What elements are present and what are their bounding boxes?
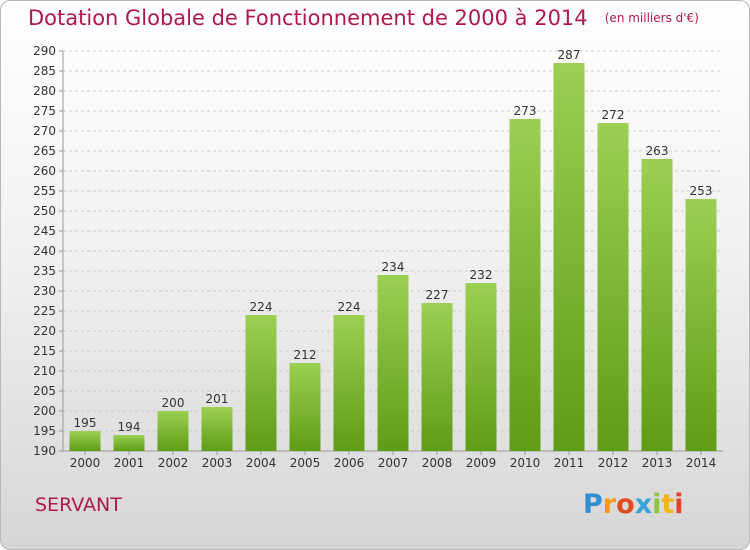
x-tick-label: 2008 [422, 456, 453, 470]
x-tick-label: 2001 [114, 456, 145, 470]
chart-title: Dotation Globale de Fonctionnement de 20… [28, 6, 588, 30]
logo-letter: o [616, 489, 635, 520]
y-tick-label: 250 [33, 204, 56, 218]
bar [509, 119, 541, 451]
bar [333, 315, 365, 451]
data-label: 200 [162, 396, 185, 410]
bar [113, 435, 145, 451]
y-tick-label: 190 [33, 444, 56, 458]
y-tick-label: 200 [33, 404, 56, 418]
data-label: 224 [338, 300, 361, 314]
chart-subtitle: (en milliers d'€) [604, 11, 699, 25]
data-label: 232 [470, 268, 493, 282]
y-tick-label: 260 [33, 164, 56, 178]
town-name: SERVANT [35, 494, 122, 516]
y-tick-label: 255 [33, 184, 56, 198]
bar [465, 283, 497, 451]
x-tick-label: 2004 [246, 456, 277, 470]
logo-letter: x [634, 489, 653, 520]
bar [553, 63, 585, 451]
data-label: 253 [690, 184, 713, 198]
data-label: 224 [250, 300, 273, 314]
y-tick-label: 290 [33, 44, 56, 58]
logo-letter: r [602, 489, 617, 520]
x-tick-label: 2014 [686, 456, 717, 470]
y-tick-label: 275 [33, 104, 56, 118]
y-tick-label: 220 [33, 324, 56, 338]
logo-letter: i [674, 489, 684, 520]
y-tick-label: 265 [33, 144, 56, 158]
logo-letter: t [661, 489, 675, 520]
x-tick-label: 2009 [466, 456, 497, 470]
y-tick-label: 270 [33, 124, 56, 138]
proxiti-logo[interactable]: Proxiti [583, 489, 684, 520]
data-label: 201 [206, 392, 229, 406]
x-tick-label: 2002 [158, 456, 189, 470]
x-tick-label: 2011 [554, 456, 585, 470]
bar [69, 431, 101, 451]
y-tick-label: 230 [33, 284, 56, 298]
data-label: 212 [294, 348, 317, 362]
logo-letter: P [583, 489, 603, 520]
bar [377, 275, 409, 451]
x-tick-label: 2006 [334, 456, 365, 470]
y-tick-label: 245 [33, 224, 56, 238]
y-tick-label: 205 [33, 384, 56, 398]
y-tick-label: 235 [33, 264, 56, 278]
x-tick-label: 2000 [70, 456, 101, 470]
y-tick-label: 195 [33, 424, 56, 438]
data-labels: 195 194 200 201 224 212 224 234 227 232 273 287 272 2… [74, 48, 713, 434]
x-tick-label: 2012 [598, 456, 629, 470]
x-tick-label: 2010 [510, 456, 541, 470]
bars [69, 63, 717, 451]
x-tick-label: 2007 [378, 456, 409, 470]
y-tick-label: 285 [33, 64, 56, 78]
bar [289, 363, 321, 451]
x-tick-label: 2003 [202, 456, 233, 470]
bar [597, 123, 629, 451]
y-tick-label: 210 [33, 364, 56, 378]
y-tick-label: 280 [33, 84, 56, 98]
bar [245, 315, 277, 451]
data-label: 234 [382, 260, 405, 274]
y-tick-label: 225 [33, 304, 56, 318]
data-label: 194 [118, 420, 141, 434]
data-label: 263 [646, 144, 669, 158]
x-tick-label: 2005 [290, 456, 321, 470]
data-label: 195 [74, 416, 97, 430]
bar [157, 411, 189, 451]
data-label: 272 [602, 108, 625, 122]
bar [201, 407, 233, 451]
bar [641, 159, 673, 451]
y-tick-label: 215 [33, 344, 56, 358]
title-row: Dotation Globale de Fonctionnement de 20… [28, 6, 699, 30]
bar [685, 199, 717, 451]
axes: 190 195 200 205 210 215 220 225 230 235 240 245 250 2… [33, 44, 723, 470]
y-tick-label: 240 [33, 244, 56, 258]
bar [421, 303, 453, 451]
data-label: 273 [514, 104, 537, 118]
data-label: 227 [426, 288, 449, 302]
x-tick-label: 2013 [642, 456, 673, 470]
data-label: 287 [558, 48, 581, 62]
logo-letter: i [652, 489, 662, 520]
